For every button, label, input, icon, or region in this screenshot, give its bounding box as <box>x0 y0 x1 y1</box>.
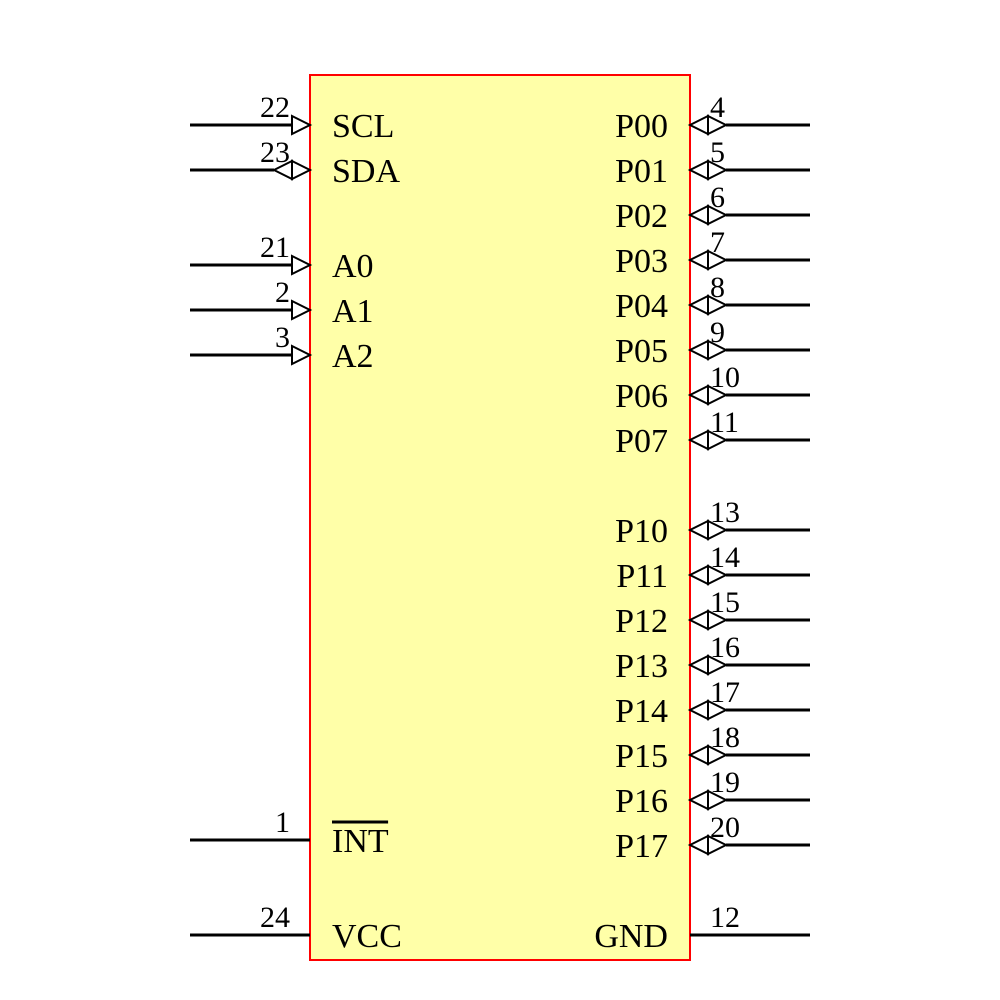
pin-number: 4 <box>710 91 725 124</box>
pin-number: 1 <box>275 806 290 839</box>
pin-name: P13 <box>615 648 668 685</box>
pin-name: A2 <box>332 338 374 375</box>
pin-name: P11 <box>616 558 668 595</box>
pin-number: 16 <box>710 631 740 664</box>
pin-number: 21 <box>260 231 290 264</box>
pin-name: VCC <box>332 918 402 955</box>
pin-name: P06 <box>615 378 668 415</box>
pin-name: INT <box>332 823 389 860</box>
pin-number: 10 <box>710 361 740 394</box>
pin-name: P02 <box>615 198 668 235</box>
pin-name: P17 <box>615 828 668 865</box>
pin-number: 18 <box>710 721 740 754</box>
pin-name: P00 <box>615 108 668 145</box>
pin-number: 12 <box>710 901 740 934</box>
pin-number: 13 <box>710 496 740 529</box>
pin-name: P15 <box>615 738 668 775</box>
pin-number: 15 <box>710 586 740 619</box>
pin-number: 7 <box>710 226 725 259</box>
pin-name: P07 <box>615 423 668 460</box>
ic-schematic-diagram: 22 SCL 23 SDA 21 A0 2 A1 3 A2 1 INT 24 VCC 4 P00 5 P01 6 P0… <box>0 0 1000 1000</box>
pin-number: 22 <box>260 91 290 124</box>
pin-number: 5 <box>710 136 725 169</box>
pin-name: P05 <box>615 333 668 370</box>
pin-number: 8 <box>710 271 725 304</box>
pin-name: GND <box>594 918 668 955</box>
pin-number: 23 <box>260 136 290 169</box>
pin-name: P12 <box>615 603 668 640</box>
pin-number: 14 <box>710 541 740 574</box>
pin-number: 2 <box>275 276 290 309</box>
pin-number: 17 <box>710 676 740 709</box>
pin-number: 9 <box>710 316 725 349</box>
pin-number: 20 <box>710 811 740 844</box>
pin-number: 3 <box>275 321 290 354</box>
pin-name: P01 <box>615 153 668 190</box>
pin-name: SDA <box>332 153 400 190</box>
pin-name: P10 <box>615 513 668 550</box>
pin-number: 11 <box>710 406 739 439</box>
pin-name: A0 <box>332 248 374 285</box>
pin-name: P16 <box>615 783 668 820</box>
pin-number: 19 <box>710 766 740 799</box>
pin-name: A1 <box>332 293 374 330</box>
pin-name: SCL <box>332 108 394 145</box>
pin-number: 24 <box>260 901 290 934</box>
pin-name: P04 <box>615 288 668 325</box>
pin-name: P03 <box>615 243 668 280</box>
pin-number: 6 <box>710 181 725 214</box>
pin-name: P14 <box>615 693 668 730</box>
